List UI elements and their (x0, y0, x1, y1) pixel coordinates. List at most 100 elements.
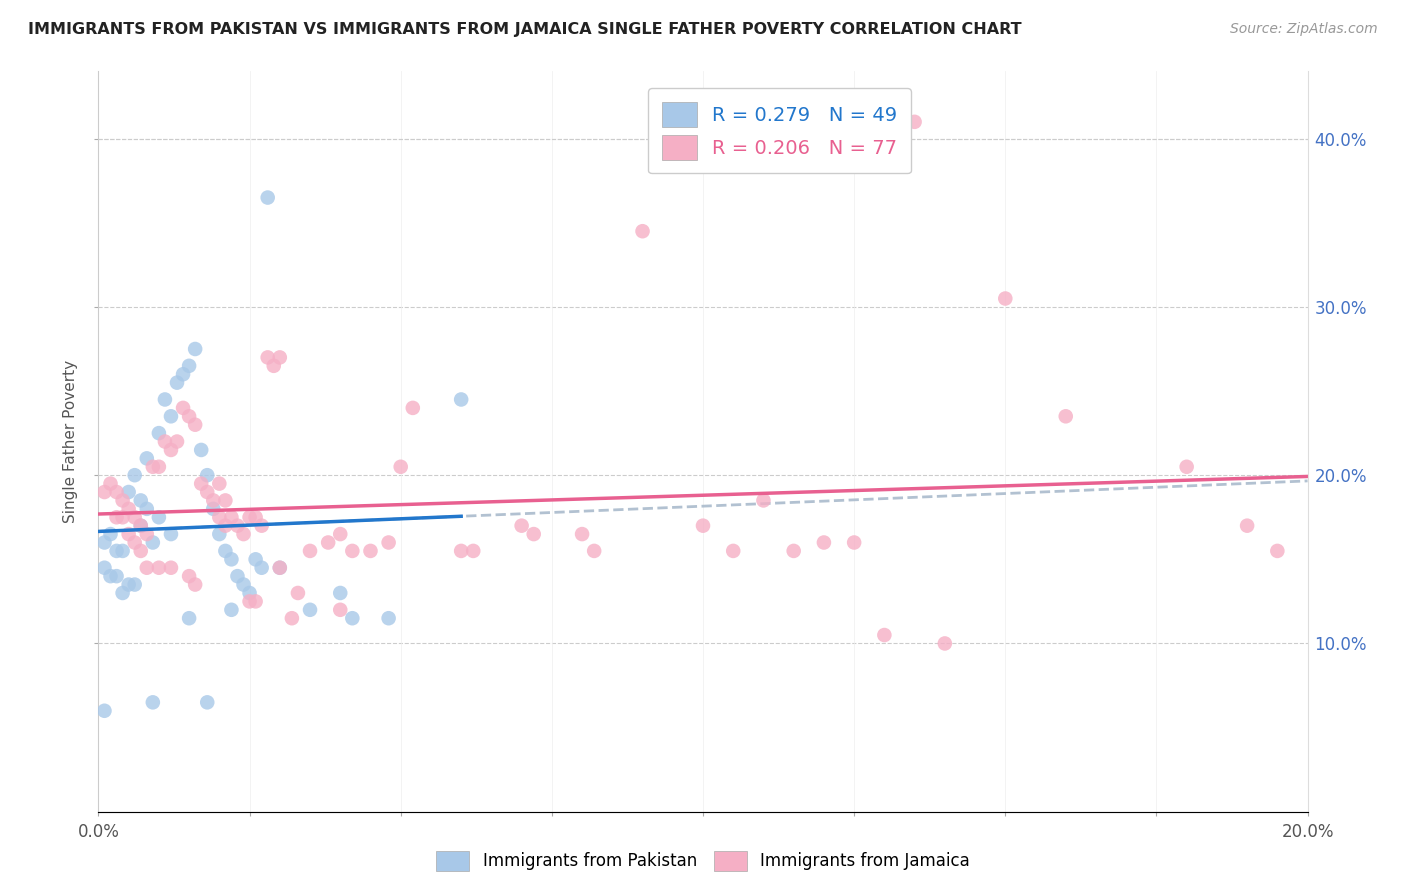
Point (148, 560, 170, 574)
Point (184, 577, 207, 591)
Point (184, 417, 207, 432)
Point (142, 695, 165, 709)
Point (239, 586, 262, 600)
Point (221, 603, 243, 617)
Point (172, 368, 194, 382)
Point (214, 544, 236, 558)
Point (135, 451, 157, 466)
Point (179, 611, 201, 625)
Point (105, 544, 128, 558)
Point (226, 569, 249, 583)
Point (118, 527, 141, 541)
Text: IMMIGRANTS FROM PAKISTAN VS IMMIGRANTS FROM JAMAICA SINGLE FATHER POVERTY CORREL: IMMIGRANTS FROM PAKISTAN VS IMMIGRANTS F… (28, 22, 1022, 37)
Point (389, 459, 412, 474)
Point (256, 351, 278, 365)
Point (239, 594, 262, 608)
Point (195, 468, 218, 483)
Point (124, 468, 146, 483)
Point (105, 485, 128, 500)
Point (184, 342, 207, 356)
Point (299, 544, 322, 558)
Point (269, 560, 291, 574)
Point (269, 351, 291, 365)
Point (111, 544, 134, 558)
Point (844, 535, 866, 549)
Point (93, 535, 115, 549)
Point (250, 518, 273, 533)
Point (214, 493, 236, 508)
Point (160, 442, 183, 457)
Point (256, 190, 278, 204)
Point (752, 493, 775, 508)
Point (214, 518, 236, 533)
Point (329, 586, 352, 600)
Point (100, 569, 122, 583)
Point (129, 544, 152, 558)
Point (1236, 518, 1258, 533)
Point (450, 392, 472, 407)
Point (105, 569, 128, 583)
Point (221, 510, 243, 524)
Point (232, 577, 254, 591)
Point (316, 535, 339, 549)
Point (631, 224, 654, 238)
Point (118, 485, 141, 500)
Point (160, 409, 183, 424)
Point (142, 535, 165, 549)
Point (1054, 409, 1077, 424)
Point (93, 485, 115, 500)
Point (994, 292, 1017, 306)
Point (202, 501, 225, 516)
Point (571, 527, 593, 541)
Point (111, 586, 134, 600)
Point (723, 544, 745, 558)
Point (510, 518, 533, 533)
Point (299, 603, 322, 617)
Point (934, 636, 956, 650)
Point (523, 527, 546, 541)
Point (135, 527, 157, 541)
Point (153, 434, 176, 449)
Point (904, 115, 927, 129)
Point (269, 560, 291, 574)
Point (129, 518, 152, 533)
Point (873, 628, 896, 642)
Point (166, 376, 188, 390)
Point (245, 594, 267, 608)
Point (377, 535, 399, 549)
Point (342, 544, 364, 558)
Point (142, 459, 165, 474)
Point (129, 518, 152, 533)
Point (1267, 544, 1289, 558)
Point (179, 359, 201, 373)
Point (124, 510, 146, 524)
Point (281, 611, 304, 625)
Point (190, 442, 212, 457)
Point (287, 586, 309, 600)
Point (190, 476, 212, 491)
Point (135, 501, 157, 516)
Point (111, 510, 134, 524)
Point (100, 527, 122, 541)
Point (179, 569, 201, 583)
Point (135, 560, 157, 574)
Point (93, 704, 115, 718)
Y-axis label: Single Father Poverty: Single Father Poverty (63, 360, 79, 523)
Point (1175, 459, 1198, 474)
Point (342, 611, 364, 625)
Point (245, 510, 267, 524)
Point (221, 552, 243, 566)
Text: Source: ZipAtlas.com: Source: ZipAtlas.com (1230, 22, 1378, 37)
Point (450, 544, 472, 558)
Point (360, 544, 382, 558)
Point (124, 577, 146, 591)
Point (118, 577, 141, 591)
Point (100, 476, 122, 491)
Point (783, 544, 806, 558)
Point (160, 560, 183, 574)
Point (226, 518, 249, 533)
Point (692, 518, 714, 533)
Point (105, 510, 128, 524)
Point (179, 409, 201, 424)
Point (239, 510, 262, 524)
